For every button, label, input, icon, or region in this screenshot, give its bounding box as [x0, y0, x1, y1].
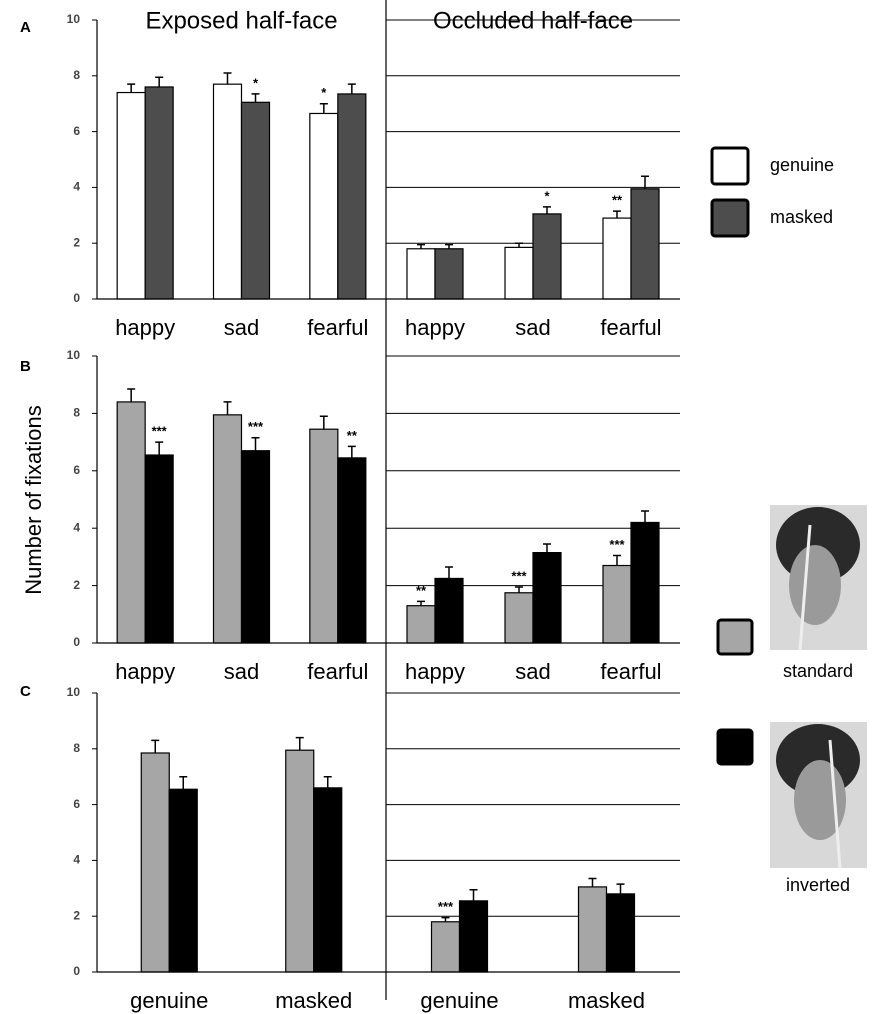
bar: [117, 93, 145, 299]
y-tick-label: 6: [73, 797, 80, 811]
legend-label: standard: [783, 661, 853, 681]
y-axis-label: Number of fixations: [21, 405, 46, 595]
x-tick-label: sad: [515, 659, 550, 684]
bar: [435, 578, 463, 643]
bar: [407, 606, 435, 643]
bar: [242, 451, 270, 643]
y-tick-label: 2: [73, 578, 80, 592]
y-tick-label: 2: [73, 235, 80, 249]
bar: [603, 218, 631, 299]
y-tick-label: 6: [73, 463, 80, 477]
bar: [631, 189, 659, 299]
bar: [310, 113, 338, 299]
significance: ***: [609, 537, 625, 552]
significance: ***: [438, 899, 454, 914]
bar: [338, 94, 366, 299]
y-tick-label: 10: [67, 12, 81, 26]
bar: [579, 887, 607, 972]
bar: [117, 402, 145, 643]
bar: [505, 247, 533, 299]
y-tick-label: 8: [73, 68, 80, 82]
significance: ***: [152, 424, 168, 439]
x-tick-label: happy: [405, 315, 465, 340]
bar: [314, 788, 342, 972]
bar: [505, 593, 533, 643]
panel-label: B: [20, 358, 31, 375]
figure: Number of fixations A Exposed half-face ha…: [0, 0, 872, 1014]
bar: [460, 901, 488, 972]
legend-swatch: [718, 730, 752, 764]
significance: **: [347, 428, 358, 443]
x-tick-label: masked: [568, 988, 645, 1013]
y-tick-label: 8: [73, 741, 80, 755]
bar: [242, 102, 270, 299]
bar: [435, 249, 463, 299]
x-tick-label: fearful: [307, 315, 368, 340]
bar: [141, 753, 169, 972]
y-tick-label: 10: [67, 685, 81, 699]
significance: **: [416, 583, 427, 598]
y-tick-label: 0: [73, 635, 80, 649]
y-tick-label: 0: [73, 291, 80, 305]
x-tick-label: happy: [115, 315, 175, 340]
panel-label: A: [20, 19, 31, 36]
bar: [603, 566, 631, 643]
x-tick-label: fearful: [307, 659, 368, 684]
half-title: Exposed half-face: [145, 7, 337, 34]
x-tick-label: happy: [405, 659, 465, 684]
bar: [214, 84, 242, 299]
x-tick-label: sad: [224, 659, 259, 684]
legend-label: inverted: [786, 875, 850, 895]
bar: [338, 458, 366, 643]
face-standard: [770, 505, 867, 650]
bar: [286, 750, 314, 972]
x-tick-label: genuine: [420, 988, 498, 1013]
y-tick-label: 4: [73, 180, 80, 194]
x-tick-label: genuine: [130, 988, 208, 1013]
significance: ***: [248, 419, 264, 434]
bar: [214, 415, 242, 643]
bar: [145, 455, 173, 643]
face-inverted: [770, 722, 867, 868]
significance: ***: [511, 568, 527, 583]
legend-swatch: [718, 620, 752, 654]
bar: [145, 87, 173, 299]
legend-label: genuine: [770, 155, 834, 175]
x-tick-label: fearful: [600, 659, 661, 684]
bar: [533, 553, 561, 643]
y-tick-label: 10: [67, 348, 81, 362]
y-tick-label: 8: [73, 406, 80, 420]
legend-swatch: [712, 200, 748, 236]
panel-label: C: [20, 683, 31, 700]
x-tick-label: fearful: [600, 315, 661, 340]
bar: [631, 522, 659, 643]
bar: [169, 789, 197, 972]
y-tick-label: 2: [73, 908, 80, 922]
half-title: Occluded half-face: [433, 7, 633, 34]
x-tick-label: sad: [224, 315, 259, 340]
significance: **: [612, 193, 623, 208]
bar: [407, 249, 435, 299]
x-tick-label: masked: [275, 988, 352, 1013]
bar: [607, 894, 635, 972]
y-tick-label: 6: [73, 124, 80, 138]
legend-swatch: [712, 148, 748, 184]
bar: [432, 922, 460, 972]
y-tick-label: 0: [73, 964, 80, 978]
y-tick-label: 4: [73, 520, 80, 534]
x-tick-label: sad: [515, 315, 550, 340]
y-tick-label: 4: [73, 853, 80, 867]
x-tick-label: happy: [115, 659, 175, 684]
bar: [310, 429, 338, 643]
bar: [533, 214, 561, 299]
legend-label: masked: [770, 207, 833, 227]
